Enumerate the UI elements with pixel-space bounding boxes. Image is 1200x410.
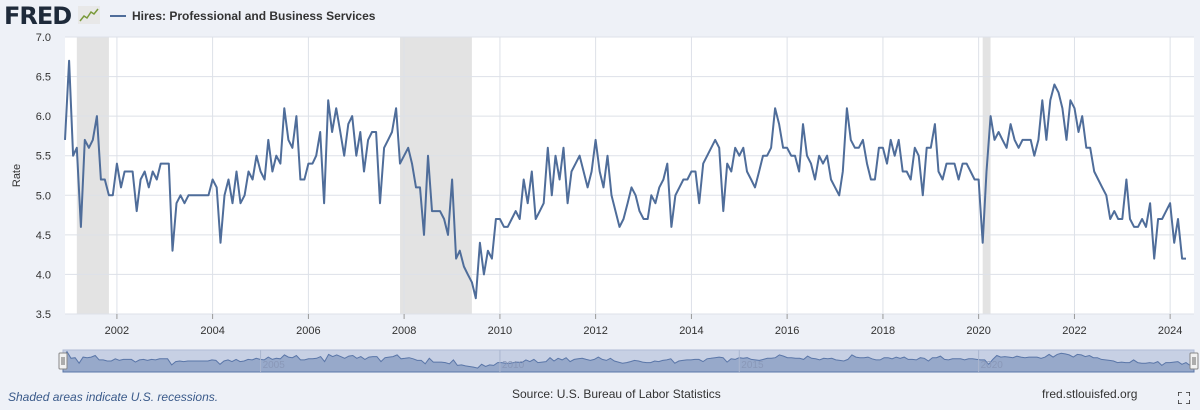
chart-header: FRED Hires: Professional and Business Se… [0,0,1200,34]
y-tick-label: 3.5 [36,309,51,321]
x-tick-label: 2002 [105,325,129,337]
y-tick-label: 6.0 [36,111,51,123]
source-credit: Source: U.S. Bureau of Labor Statistics [512,387,721,401]
y-tick-label: 4.5 [36,230,51,242]
navigator-label: 2015 [741,360,764,371]
y-tick-label: 6.5 [36,72,51,84]
recession-note: Shaded areas indicate U.S. recessions. [8,390,219,404]
x-tick-label: 2012 [583,325,607,337]
recession-band [400,37,472,314]
navigator-series [62,350,1195,373]
x-tick-label: 2004 [200,325,224,337]
navigator-label: 2005 [263,360,286,371]
y-tick-label: 7.0 [36,32,51,44]
legend-series-name: Hires: Professional and Business Service… [132,9,376,23]
y-tick-label: 5.0 [36,190,51,202]
navigator-label: 2010 [502,360,525,371]
navigator-handle-right[interactable] [1189,352,1199,370]
x-tick-label: 2024 [1158,325,1182,337]
fullscreen-icon[interactable] [1178,392,1190,404]
y-axis-title: Rate [11,164,23,187]
x-tick-label: 2020 [966,325,990,337]
navigator-label: 2020 [981,360,1004,371]
recession-band [76,37,109,314]
legend-swatch [110,15,126,17]
y-tick-label: 4.0 [36,269,51,281]
x-tick-label: 2008 [392,325,416,337]
fred-logo[interactable]: FRED [4,2,72,30]
trend-line-icon [78,6,100,24]
x-tick-label: 2010 [488,325,512,337]
x-tick-label: 2014 [679,325,703,337]
y-tick-label: 5.5 [36,151,51,163]
navigator-handle-left[interactable] [58,352,68,370]
x-tick-label: 2022 [1062,325,1086,337]
chart-legend[interactable]: Hires: Professional and Business Service… [110,9,375,23]
x-tick-label: 2006 [296,325,320,337]
source-url-link[interactable]: fred.stlouisfed.org [1042,387,1138,401]
x-tick-label: 2018 [871,325,895,337]
series-line [64,59,1186,300]
x-tick-label: 2016 [775,325,799,337]
